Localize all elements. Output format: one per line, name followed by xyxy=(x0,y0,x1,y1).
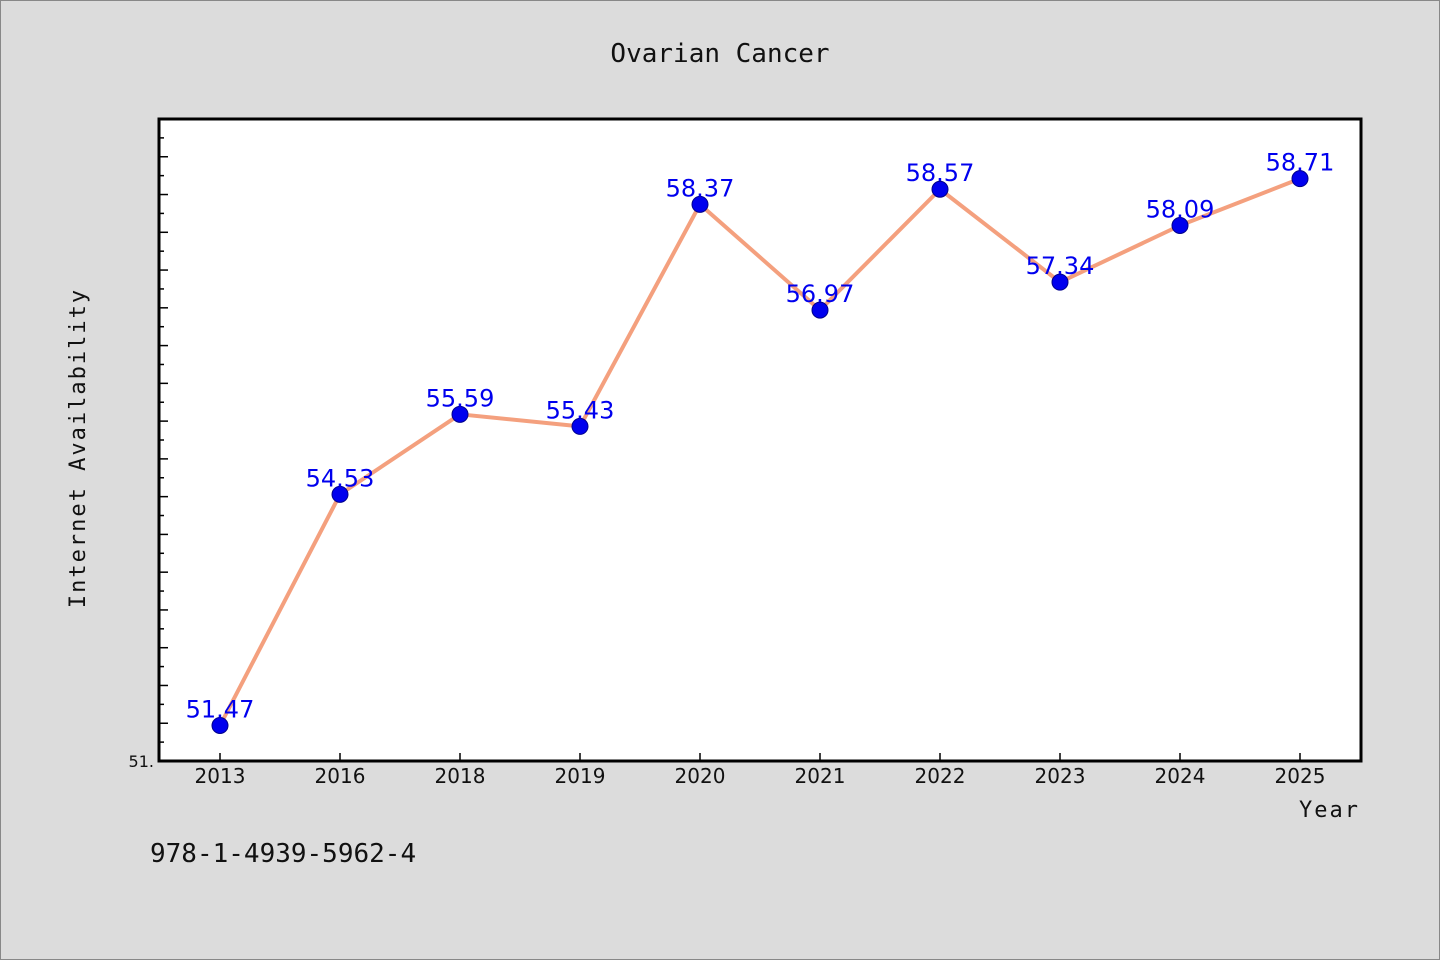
isbn-footer: 978-1-4939-5962-4 xyxy=(150,839,416,869)
data-point xyxy=(1171,216,1189,234)
plot-area xyxy=(157,117,1363,763)
y-axis-ticks xyxy=(159,118,168,762)
x-axis-label: Year xyxy=(1299,798,1360,823)
data-label: 58.71 xyxy=(1266,149,1335,177)
data-point xyxy=(691,195,709,213)
x-tick-label: 2013 xyxy=(195,764,246,788)
x-tick-label: 2025 xyxy=(1275,764,1326,788)
x-tick-label: 2016 xyxy=(315,764,366,788)
data-point xyxy=(571,417,589,435)
data-label: 55.43 xyxy=(546,396,615,424)
data-label: 54.53 xyxy=(306,464,375,492)
data-point xyxy=(211,717,229,735)
x-tick-label: 2021 xyxy=(795,764,846,788)
data-point xyxy=(1291,170,1309,188)
data-label: 58.37 xyxy=(666,174,735,202)
series-line xyxy=(218,176,1302,728)
data-label: 58.57 xyxy=(906,159,975,187)
x-tick-label: 2020 xyxy=(675,764,726,788)
x-tick-label: 2022 xyxy=(915,764,966,788)
x-tick-label: 2019 xyxy=(555,764,606,788)
data-point xyxy=(811,301,829,319)
data-label: 51.47 xyxy=(186,696,255,724)
x-tick-label: 2023 xyxy=(1035,764,1086,788)
y-min-tick-label: 51. xyxy=(129,752,154,771)
data-label: 57.34 xyxy=(1026,252,1095,280)
series-markers xyxy=(211,170,1309,735)
data-point xyxy=(451,405,469,423)
data-label: 56.97 xyxy=(786,280,855,308)
x-tick-label: 2024 xyxy=(1155,764,1206,788)
x-axis-ticks: 2013 2016 2018 2019 2020 2021 2022 2023 2024 2025 xyxy=(195,753,1326,788)
series-line-group xyxy=(218,176,1302,728)
data-label: 58.09 xyxy=(1146,195,1215,223)
data-point xyxy=(331,485,349,503)
data-labels: 51.47 54.53 55.59 55.43 58.37 56.97 58.57 57.34… xyxy=(186,149,1335,724)
data-point xyxy=(1051,273,1069,291)
data-label: 55.59 xyxy=(426,384,495,412)
chart-title: Ovarian Cancer xyxy=(610,39,829,69)
x-tick-label: 2018 xyxy=(435,764,486,788)
y-axis-label: Internet Availability xyxy=(66,288,91,608)
data-point xyxy=(931,180,949,198)
